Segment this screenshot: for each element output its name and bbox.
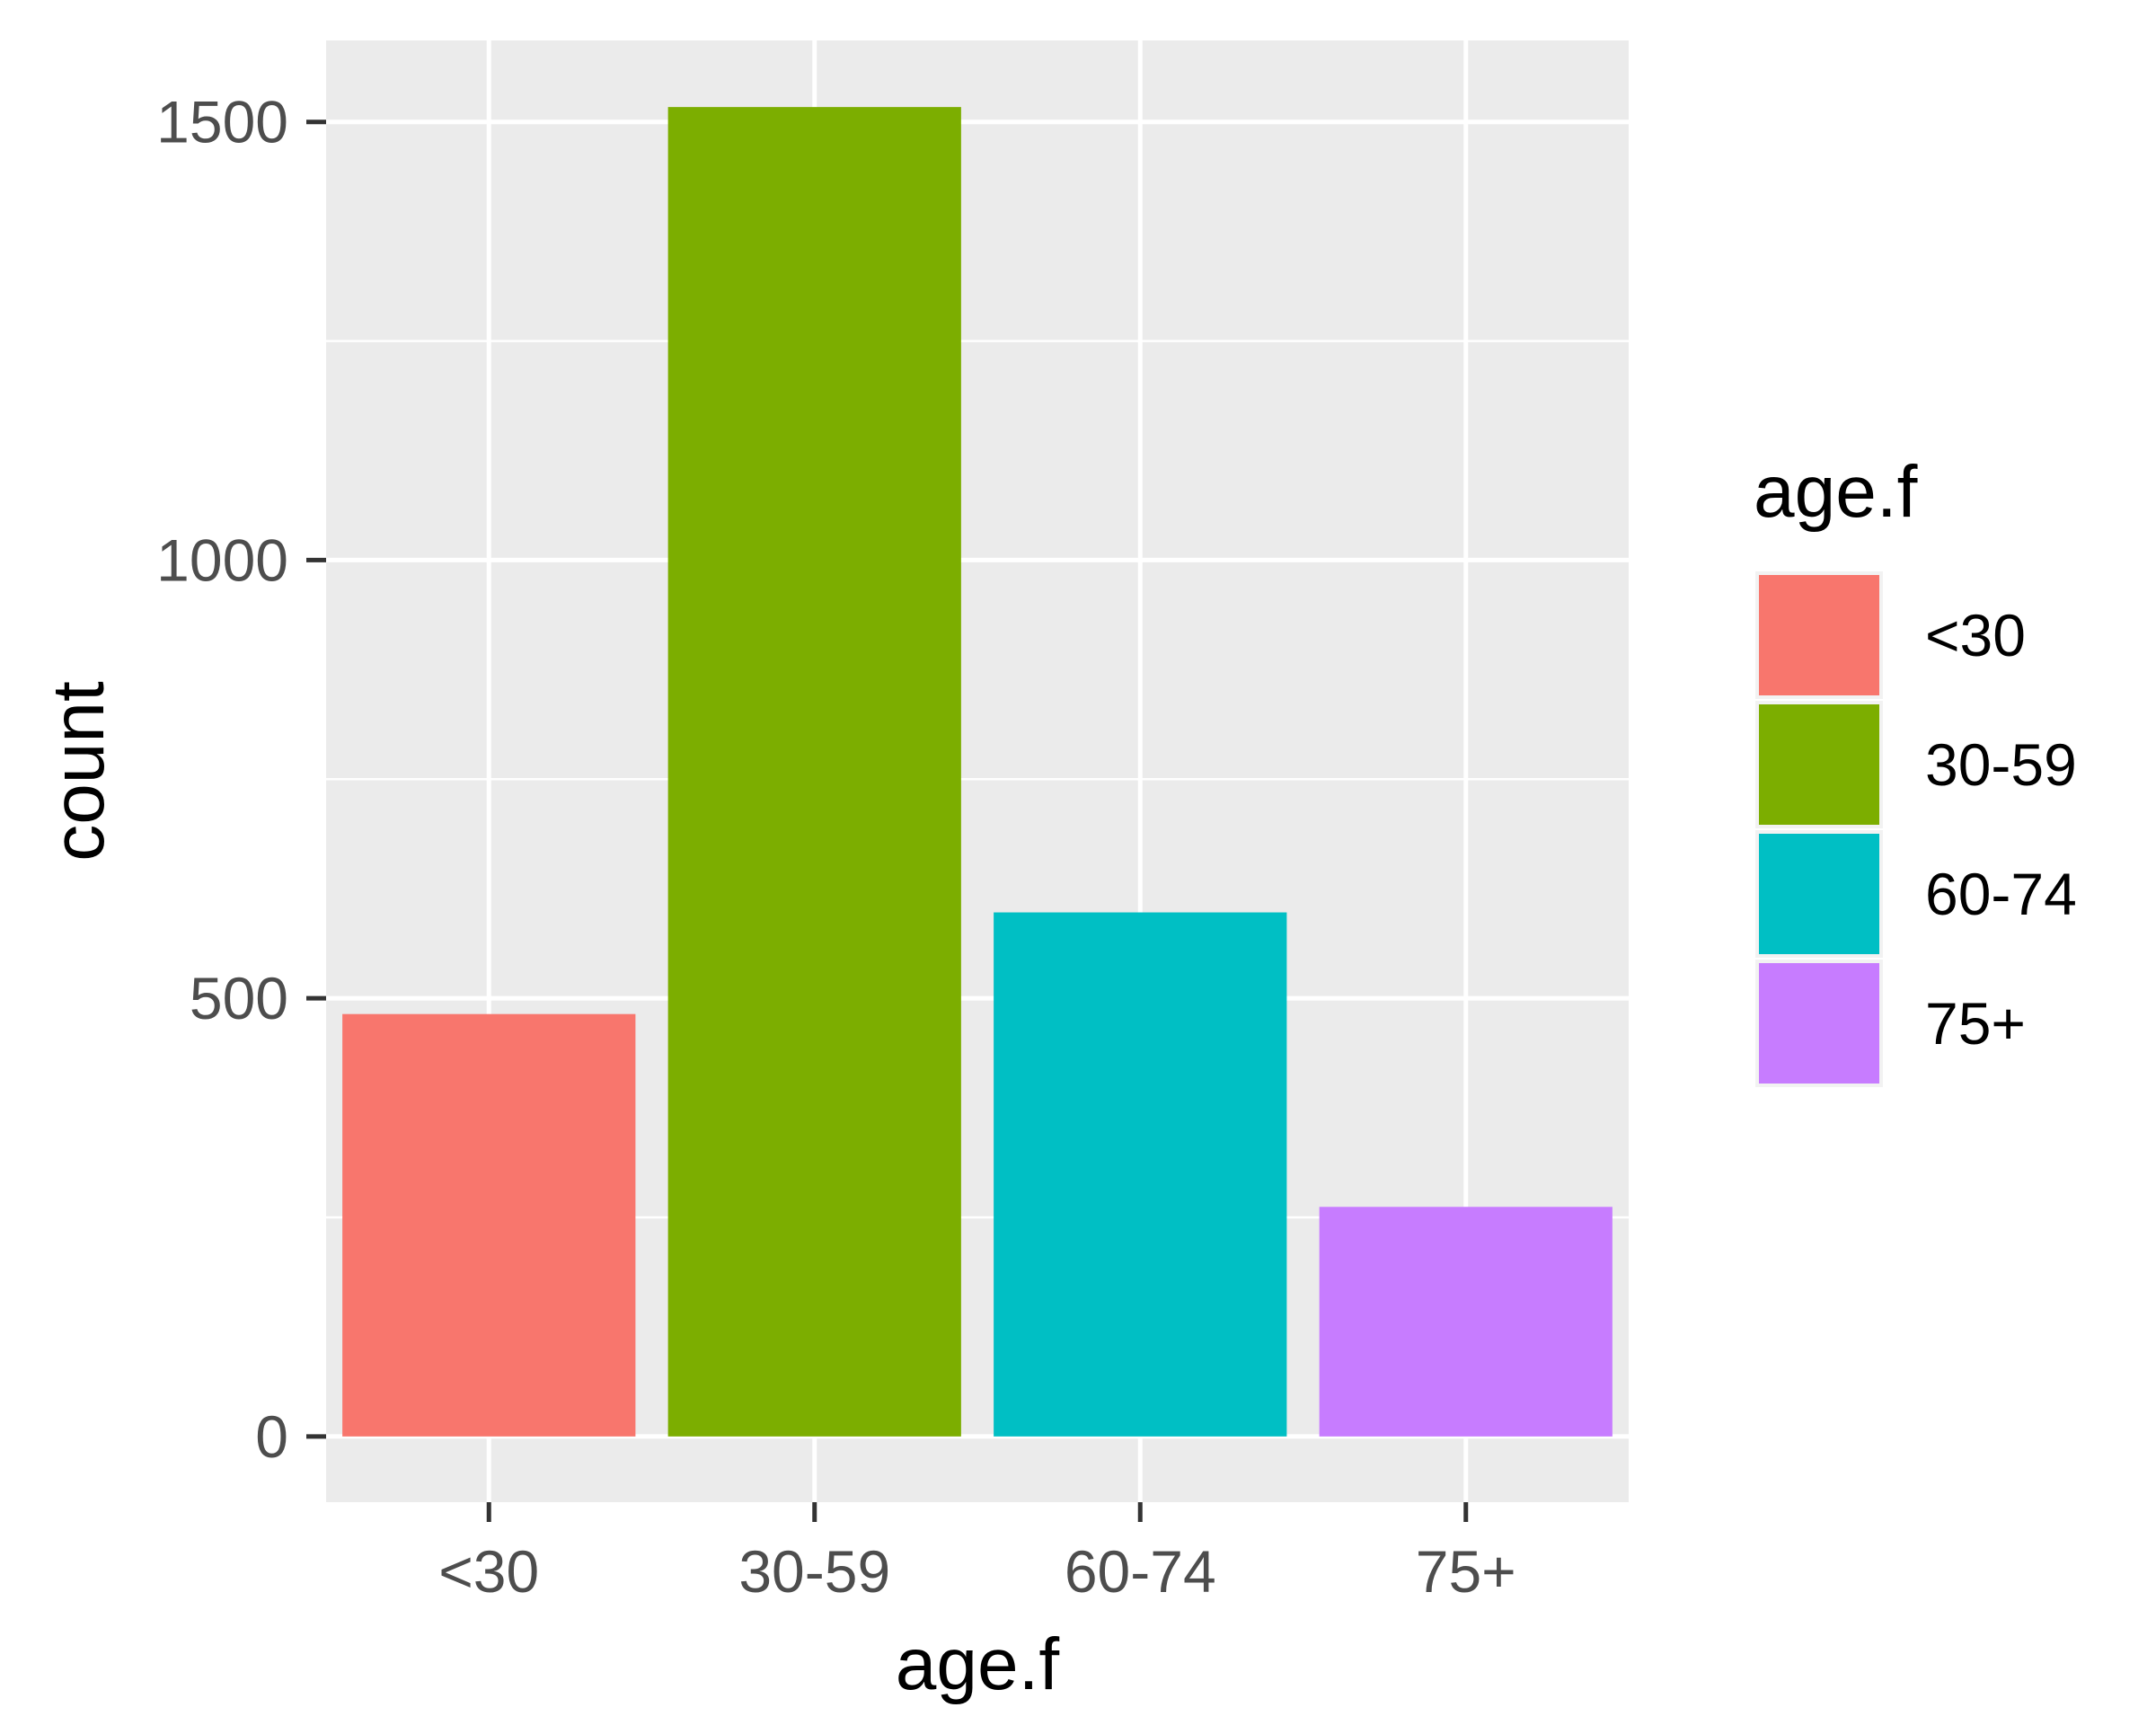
x-tick-label: 60-74	[1065, 1538, 1216, 1605]
y-tick-label: 500	[190, 965, 288, 1031]
legend-key	[1759, 575, 1879, 695]
y-tick-label: 1000	[156, 526, 288, 593]
x-axis: <30 30-59 60-74 75+	[438, 1502, 1516, 1605]
x-axis-title: age.f	[896, 1623, 1060, 1705]
legend-key	[1759, 963, 1879, 1084]
y-axis-title: count	[38, 681, 119, 862]
legend-title: age.f	[1754, 451, 1918, 533]
legend: age.f <30 30-59 60-74 75+	[1754, 451, 2077, 1087]
legend-key	[1759, 834, 1879, 954]
legend-key	[1759, 704, 1879, 825]
bar	[994, 912, 1287, 1437]
bar	[342, 1013, 636, 1437]
legend-label: <30	[1925, 602, 2026, 668]
legend-label: 75+	[1925, 990, 2026, 1057]
bars	[342, 107, 1613, 1437]
x-tick-label: <30	[438, 1538, 539, 1605]
x-tick-label: 30-59	[738, 1538, 890, 1605]
y-axis: 0 500 1000 1500	[156, 89, 326, 1470]
bar	[667, 107, 961, 1437]
x-tick-label: 75+	[1416, 1538, 1516, 1605]
y-tick-label: 1500	[156, 89, 288, 155]
y-tick-label: 0	[255, 1403, 288, 1470]
legend-label: 60-74	[1925, 861, 2077, 927]
bar	[1319, 1207, 1613, 1437]
legend-label: 30-59	[1925, 731, 2077, 798]
